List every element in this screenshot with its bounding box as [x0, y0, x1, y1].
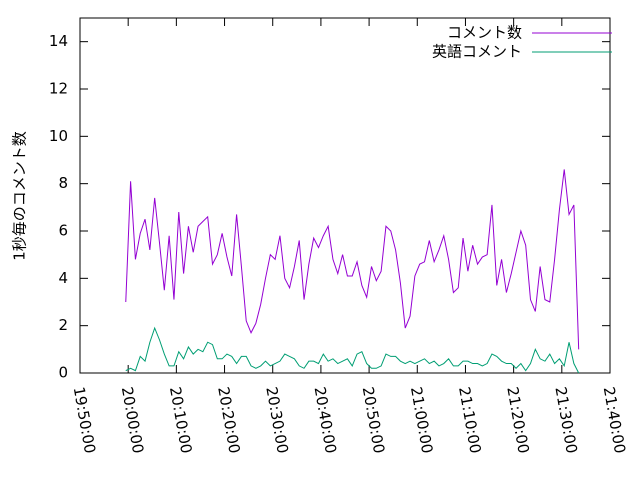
- x-tick-label: 21:00:00: [407, 385, 436, 454]
- y-tick-label: 0: [58, 364, 68, 382]
- x-tick-label: 20:10:00: [166, 385, 195, 454]
- y-tick-label: 4: [58, 269, 68, 287]
- data-line: [125, 169, 580, 350]
- y-tick-label: 12: [49, 80, 68, 98]
- x-tick-label: 20:30:00: [262, 385, 291, 454]
- x-tick-label: 19:50:00: [70, 385, 99, 454]
- y-tick-label: 2: [58, 316, 68, 334]
- y-tick-label: 6: [58, 222, 68, 240]
- legend-label: 英語コメント: [432, 43, 522, 61]
- x-tick-label: 21:30:00: [551, 385, 580, 454]
- x-tick-label: 21:10:00: [455, 385, 484, 454]
- plot-border: [79, 17, 611, 374]
- y-tick-label: 14: [49, 32, 68, 50]
- x-tick-label: 21:40:00: [600, 385, 629, 454]
- y-tick-label: 8: [58, 174, 68, 192]
- x-tick-label: 21:20:00: [503, 385, 532, 454]
- legend-label: コメント数: [447, 24, 522, 42]
- y-tick-label: 10: [49, 127, 68, 145]
- x-tick-label: 20:20:00: [214, 385, 243, 454]
- x-tick-label: 20:40:00: [311, 385, 340, 454]
- y-axis-label: 1秒毎のコメント数: [11, 131, 29, 261]
- data-line: [125, 326, 580, 374]
- x-tick-label: 20:00:00: [118, 385, 147, 454]
- x-tick-label: 20:50:00: [359, 385, 388, 454]
